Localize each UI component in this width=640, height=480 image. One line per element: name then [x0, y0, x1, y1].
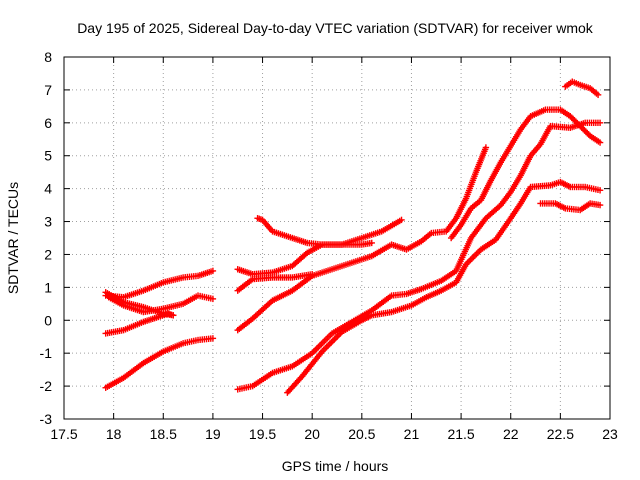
series-arc-9	[234, 144, 490, 334]
data-point	[209, 335, 217, 342]
x-axis-label: GPS time / hours	[282, 458, 389, 474]
y-tick-label: -3	[40, 411, 53, 427]
x-tick-label: 22	[503, 426, 519, 442]
y-axis-label: SDTVAR / TECUs	[5, 182, 21, 294]
data-point	[170, 312, 177, 319]
x-tick-label: 20.5	[348, 426, 375, 442]
data-point	[596, 139, 604, 146]
series-arc-13	[562, 78, 602, 99]
y-tick-label: 5	[44, 148, 52, 164]
y-tick-label: 4	[44, 181, 52, 197]
data-point	[596, 201, 604, 209]
grid	[64, 57, 610, 419]
y-tick-label: -1	[40, 345, 53, 361]
y-tick-label: 0	[44, 312, 52, 328]
series-arc-5	[102, 335, 217, 391]
x-tick-label: 17.5	[50, 426, 77, 442]
data-point	[209, 267, 217, 275]
y-tick-label: -2	[40, 378, 53, 394]
x-tick-label: 21	[404, 426, 420, 442]
data-point	[209, 295, 217, 303]
x-tick-label: 19	[205, 426, 221, 442]
series-arc-11	[284, 178, 604, 396]
x-tick-label: 23	[602, 426, 618, 442]
x-tick-label: 20	[304, 426, 320, 442]
x-tick-label: 18.5	[150, 426, 177, 442]
data-point	[482, 144, 490, 151]
series-arc-14	[537, 200, 604, 214]
axis-ticks: 17.5 18 18.5 19 19.5 20 20.5 21 21.5 22 22.5 23-3-2…	[40, 49, 618, 442]
y-tick-label: 6	[44, 115, 52, 131]
y-tick-label: 8	[44, 49, 52, 65]
y-tick-label: 2	[44, 246, 52, 262]
data-point	[368, 239, 375, 247]
y-tick-label: 3	[44, 214, 52, 230]
x-tick-label: 18	[106, 426, 122, 442]
series-arc-10	[234, 119, 604, 393]
x-tick-label: 21.5	[447, 426, 474, 442]
plot-frame	[63, 56, 611, 420]
y-tick-label: 1	[44, 279, 52, 295]
data-point	[398, 216, 405, 224]
y-tick-label: 7	[44, 82, 52, 98]
data-point	[594, 91, 602, 99]
data-series	[102, 78, 604, 396]
data-point	[596, 119, 604, 127]
series-arc-12	[447, 106, 604, 242]
series-arc-7	[234, 216, 405, 278]
x-tick-label: 19.5	[249, 426, 276, 442]
x-tick-label: 22.5	[547, 426, 574, 442]
chart-title: Day 195 of 2025, Sidereal Day-to-day VTE…	[77, 20, 594, 36]
data-point	[596, 187, 604, 194]
series-arc-4	[102, 310, 177, 337]
series-arc-3	[105, 292, 217, 316]
